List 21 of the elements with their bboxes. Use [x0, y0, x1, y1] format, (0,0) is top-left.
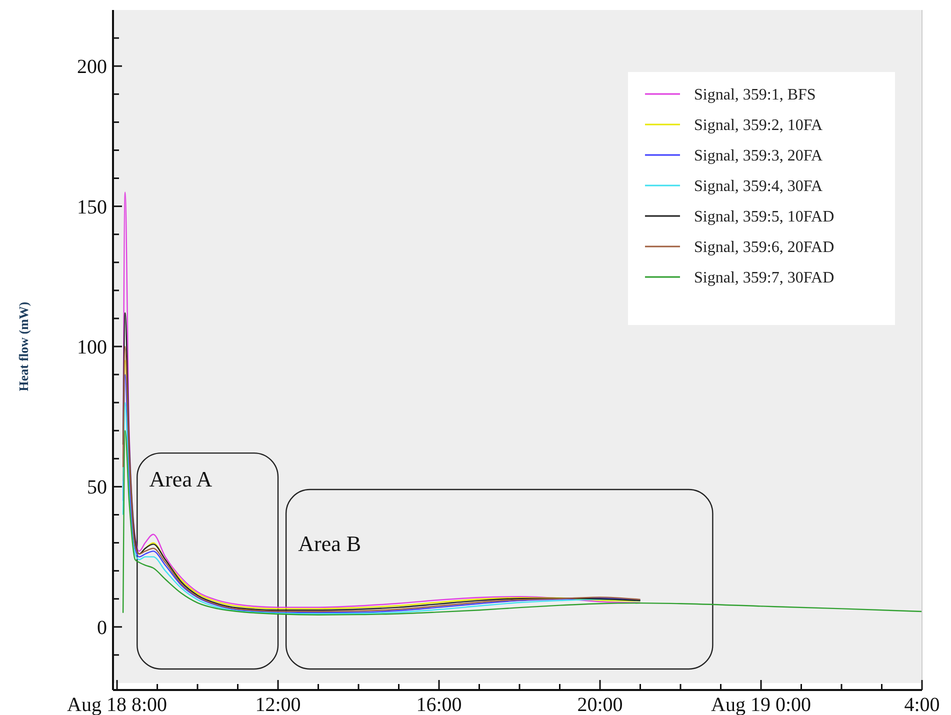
annotation: Area A [149, 466, 212, 492]
annotation: Area B [298, 531, 362, 556]
x-tick-label: 16:00 [416, 694, 462, 715]
legend-label: Signal, 359:6, 20FAD [694, 239, 834, 256]
y-tick-label: 150 [77, 196, 107, 218]
x-tick-label: 4:00 [904, 694, 940, 715]
legend-label: Signal, 359:3, 20FA [694, 148, 824, 165]
y-tick-label: 100 [77, 336, 107, 358]
x-tick-label: 20:00 [577, 694, 623, 715]
legend-label: Signal, 359:1, BFS [694, 86, 816, 104]
legend-label: Signal, 359:5, 10FAD [694, 208, 834, 226]
y-tick-label: 0 [97, 616, 107, 639]
y-tick-label: 200 [77, 56, 107, 78]
x-tick-label: Aug 19 0:00 [711, 694, 812, 715]
y-axis-title: Heat flow (mW) [16, 302, 31, 392]
legend-label: Signal, 359:7, 30FAD [694, 270, 834, 287]
legend-label: Signal, 359:4, 30FA [694, 178, 824, 196]
y-tick-label: 50 [87, 476, 107, 499]
x-tick-label: 12:00 [255, 694, 301, 715]
x-tick-label: Aug 18 8:00 [67, 694, 168, 715]
legend-label: Signal, 359:2, 10FA [694, 117, 824, 134]
